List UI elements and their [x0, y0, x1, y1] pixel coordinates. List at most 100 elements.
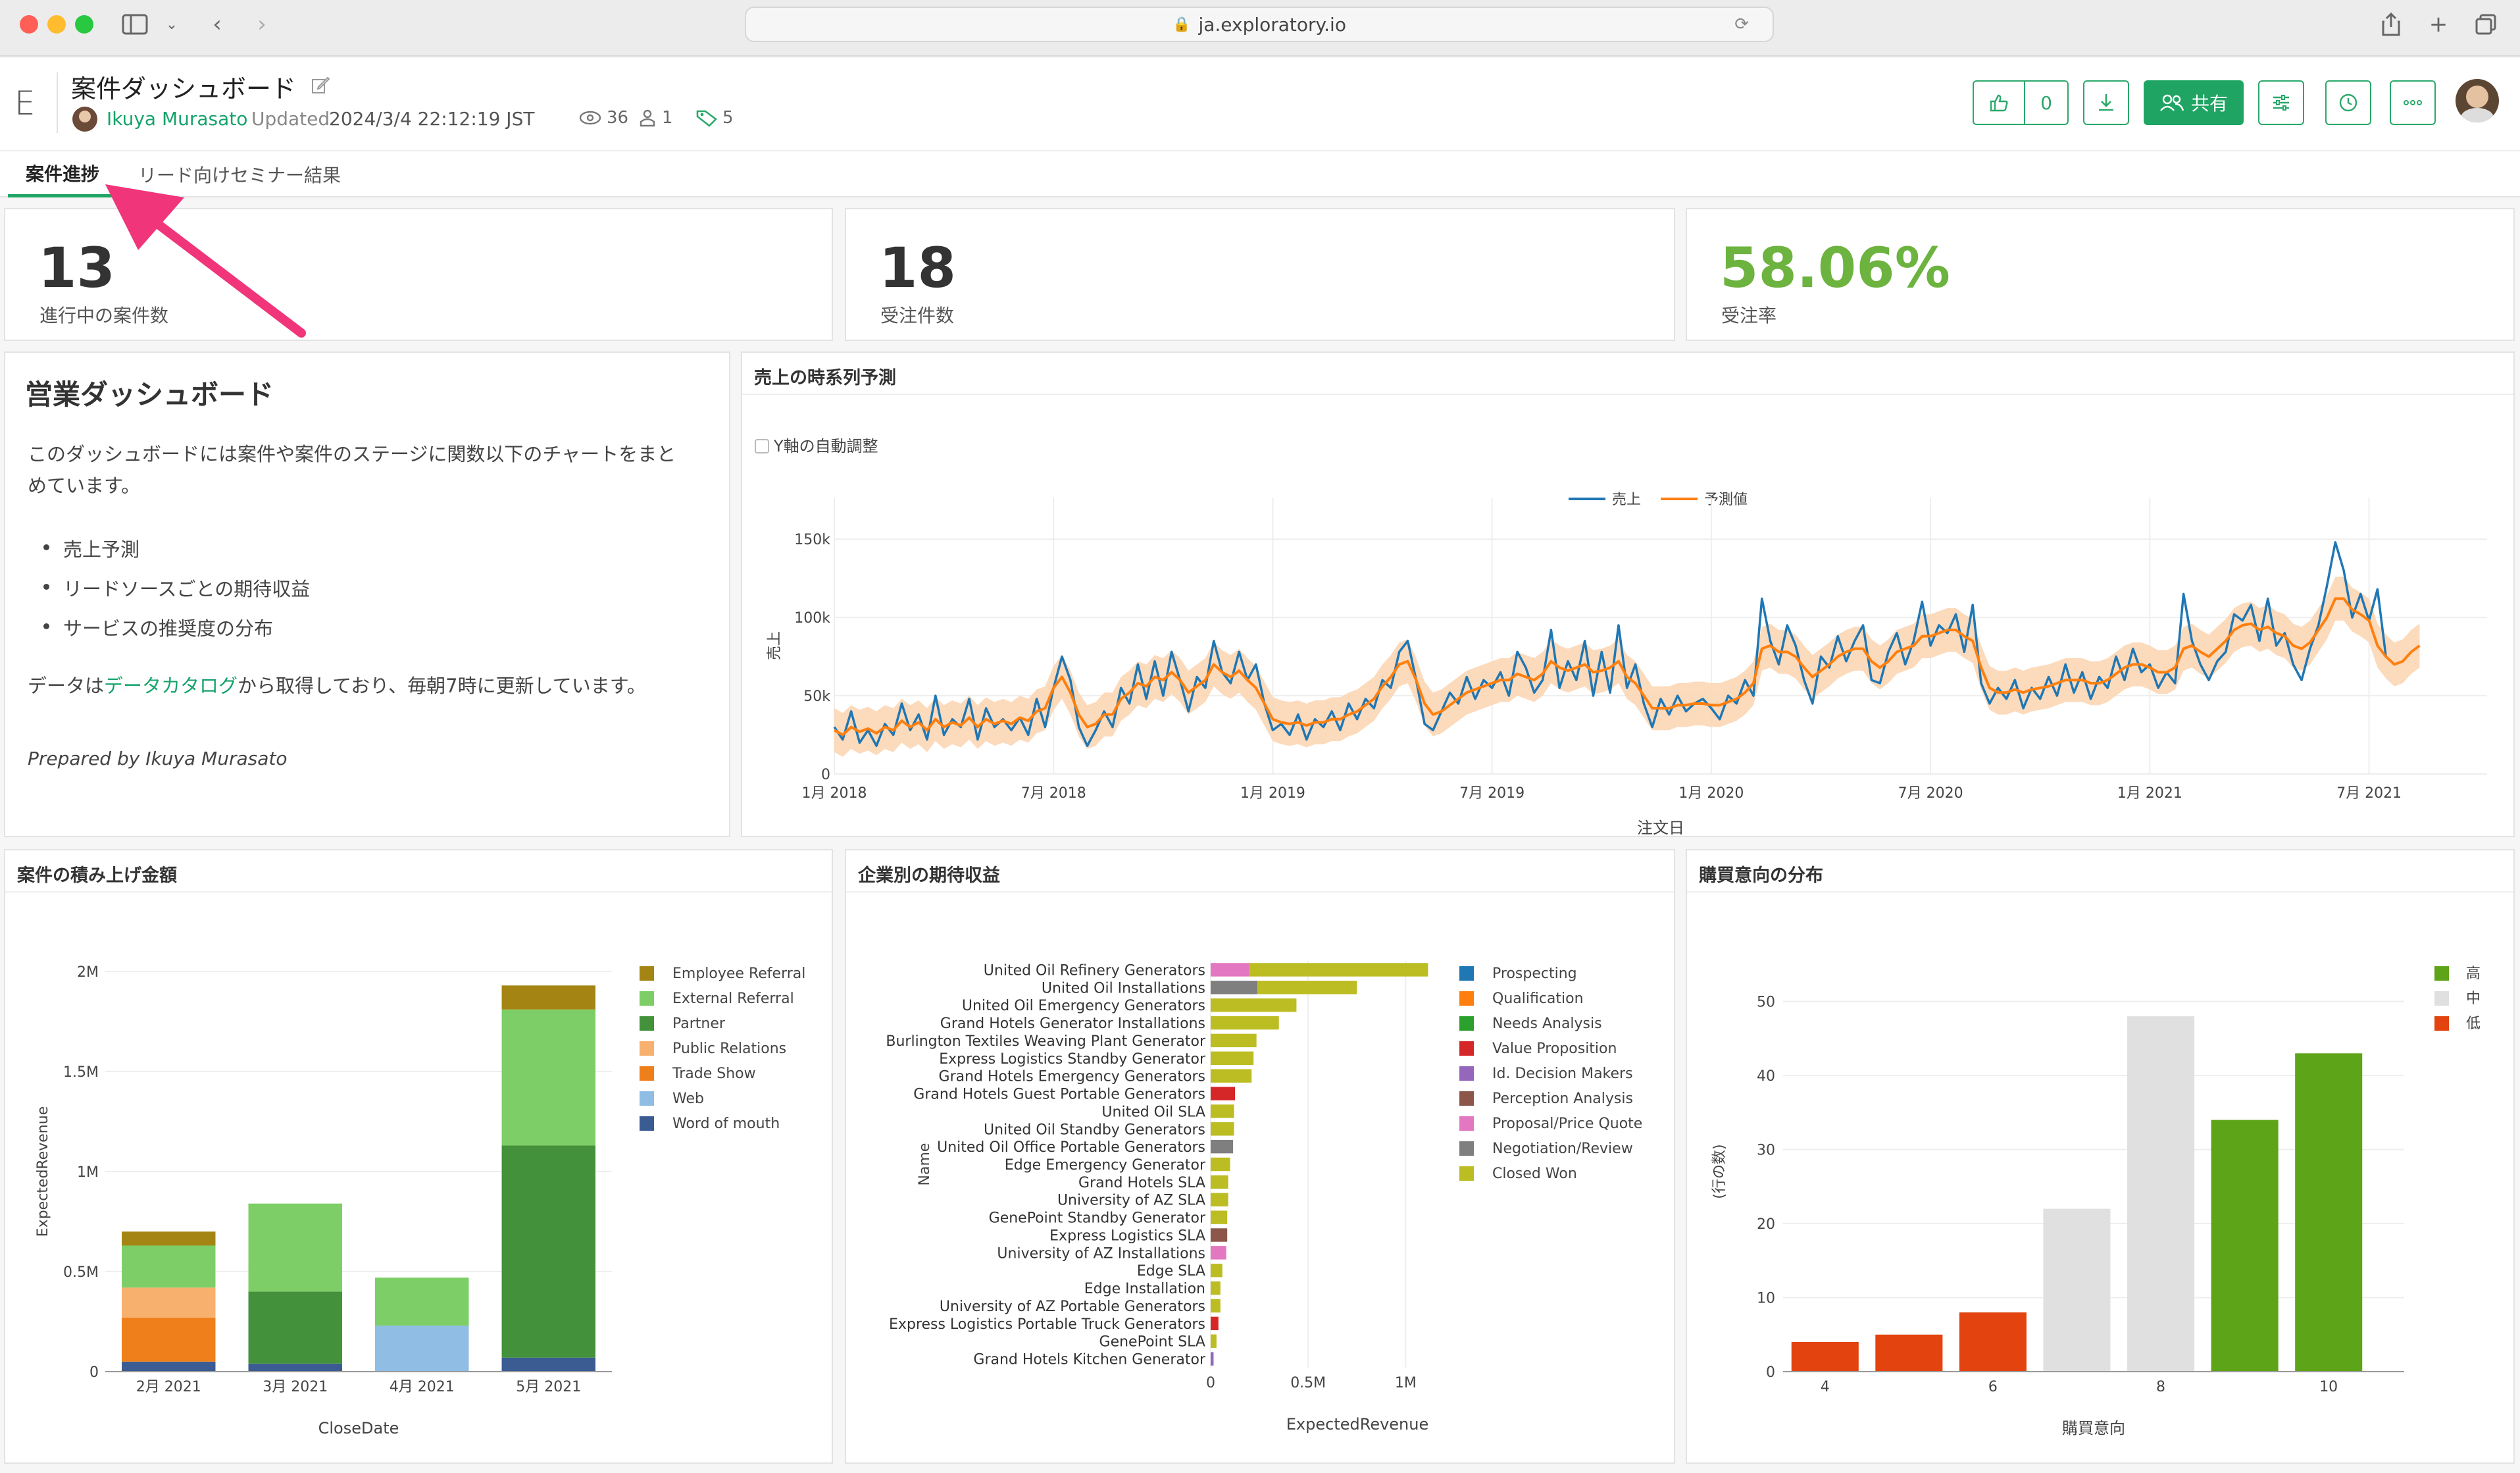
row-label: Edge Emergency Generator — [1005, 1157, 1206, 1174]
app-logo[interactable]: E — [14, 84, 36, 122]
kpi-label: 進行中の案件数 — [39, 305, 169, 326]
back-icon[interactable]: ‹ — [213, 11, 222, 38]
bar-segment — [1211, 1104, 1234, 1118]
legend-swatch — [1459, 1091, 1474, 1106]
share-icon[interactable] — [2378, 9, 2404, 39]
like-button[interactable] — [1973, 80, 2025, 125]
intent-bar — [1875, 1334, 1943, 1372]
row-label: Edge SLA — [1137, 1263, 1205, 1279]
x-tick-label: 0.5M — [1290, 1375, 1326, 1391]
author-link[interactable]: Ikuya Murasato — [107, 108, 248, 130]
forward-icon[interactable]: › — [257, 11, 266, 38]
row-label: United Oil Office Portable Generators — [937, 1139, 1205, 1156]
kpi-label: 受注件数 — [880, 305, 955, 326]
bar-segment — [1211, 981, 1258, 995]
bar-segment — [1211, 1352, 1214, 1366]
views-count: 36 — [579, 108, 628, 128]
window-close-button[interactable] — [20, 15, 38, 34]
intro-line: このダッシュボードには案件や案件のステージに関数以下のチャートをまと — [28, 443, 676, 465]
bar-segment — [1211, 1210, 1228, 1224]
card-divider — [1687, 891, 2513, 892]
legend-label: 高 — [2466, 966, 2481, 982]
x-tick-label: 7月 2019 — [1459, 785, 1525, 802]
legend-swatch — [1459, 1141, 1474, 1156]
purchase-intent-chart-card: 購買意向の分布 0 10 20 30 40 50 4 6 8 10 (行の数) 購買意向 高中低 — [1686, 849, 2515, 1464]
bar-segment — [1211, 1157, 1230, 1172]
legend-label: Partner — [672, 1016, 726, 1032]
row-label: United Oil Emergency Generators — [962, 998, 1205, 1014]
pipeline-chart-card: 案件の積み上げ金額 0 0.5M 1M 1.5M 2M 2月 2021 3月 2021 4月 … — [4, 849, 833, 1464]
x-tick-label: 1月 2020 — [1678, 785, 1744, 802]
legend-swatch — [2434, 1016, 2449, 1031]
bar-segment — [1211, 1175, 1228, 1189]
x-axis-title: ExpectedRevenue — [1286, 1415, 1429, 1434]
row-label: United Oil SLA — [1101, 1104, 1205, 1120]
y-axis-title: 売上 — [767, 631, 783, 660]
legend-swatch — [1459, 966, 1474, 981]
reload-icon[interactable]: ⟳ — [1734, 14, 1758, 34]
bar-segment — [1211, 1228, 1228, 1242]
row-label: University of AZ SLA — [1057, 1193, 1205, 1209]
y-tick-label: 100k — [794, 610, 830, 627]
row-label: Express Logistics SLA — [1049, 1228, 1205, 1244]
bar-segment — [122, 1317, 216, 1362]
chevron-down-icon[interactable]: ⌄ — [165, 16, 178, 33]
row-label: Grand Hotels Guest Portable Generators — [913, 1087, 1205, 1103]
y-tick-label: 1.5M — [63, 1064, 99, 1081]
tab-overview-icon[interactable] — [2473, 9, 2499, 39]
tags-count[interactable]: 5 — [696, 108, 734, 128]
download-button[interactable] — [2083, 80, 2129, 125]
bar-segment — [375, 1326, 469, 1372]
legend-swatch — [640, 1016, 654, 1031]
x-tick-label: 2月 2021 — [136, 1379, 201, 1395]
sliders-icon — [2273, 95, 2289, 111]
download-icon — [2099, 94, 2113, 111]
bar-segment — [1257, 981, 1357, 995]
expected-revenue-chart-card: 企業別の期待収益 0 0.5M 1M United Oil Refinery Gene… — [845, 849, 1675, 1464]
x-tick-label: 1月 2021 — [2117, 785, 2182, 802]
window-minimize-button[interactable] — [47, 15, 66, 34]
description-intro: このダッシュボードには案件や案件のステージに関数以下のチャートをまと めています… — [28, 438, 712, 502]
legend-swatch — [1459, 1166, 1474, 1181]
settings-button[interactable] — [2258, 80, 2304, 125]
legend-label: External Referral — [672, 991, 794, 1007]
card-divider — [846, 891, 1674, 892]
new-tab-icon[interactable]: + — [2429, 11, 2448, 38]
url-bar[interactable]: 🔒 ja.exploratory.io ⟳ — [745, 7, 1774, 42]
bar-segment — [1211, 1264, 1222, 1278]
credit-text: Prepared by Ikuya Murasato — [28, 748, 288, 769]
legend-label: Word of mouth — [672, 1116, 780, 1132]
annotation-arrow — [105, 184, 306, 338]
sidebar-toggle-icon[interactable] — [118, 9, 151, 39]
tab-deal-progress[interactable]: 案件進捗 — [8, 151, 117, 197]
legend-label: Proposal/Price Quote — [1492, 1116, 1642, 1132]
user-avatar[interactable] — [2456, 79, 2499, 122]
data-catalog-link[interactable]: データカタログ — [104, 675, 238, 697]
people-icon — [2160, 94, 2184, 111]
y-tick-label: 10 — [1757, 1291, 1775, 1307]
y-axis-title: (行の数) — [1711, 1144, 1728, 1199]
forks-value: 1 — [662, 108, 673, 128]
window-maximize-button[interactable] — [75, 15, 93, 34]
bar-segment — [1211, 1122, 1234, 1136]
data-source-prefix: データは — [28, 675, 105, 697]
intent-bar — [2211, 1120, 2279, 1372]
description-card: 営業ダッシュボード このダッシュボードには案件や案件のステージに関数以下のチャー… — [4, 351, 730, 837]
x-tick-label: 5月 2021 — [516, 1379, 581, 1395]
bar-segment — [1211, 1016, 1279, 1030]
legend-swatch — [2434, 966, 2449, 981]
fork-icon — [640, 109, 655, 127]
row-label: Edge Installation — [1084, 1281, 1205, 1297]
legend-label: 中 — [2466, 991, 2481, 1007]
tags-value: 5 — [722, 108, 734, 128]
share-button[interactable]: 共有 — [2144, 80, 2244, 125]
legend-swatch — [1459, 1041, 1474, 1056]
kpi-label: 受注率 — [1721, 305, 1777, 326]
legend-swatch — [2434, 991, 2449, 1006]
legend-swatch — [640, 1066, 654, 1081]
more-button[interactable] — [2390, 80, 2436, 125]
tab-lead-seminar[interactable]: リード向けセミナー結果 — [138, 165, 341, 186]
legend-label: Negotiation/Review — [1492, 1141, 1633, 1157]
history-button[interactable] — [2325, 80, 2371, 125]
edit-icon[interactable] — [311, 75, 330, 95]
